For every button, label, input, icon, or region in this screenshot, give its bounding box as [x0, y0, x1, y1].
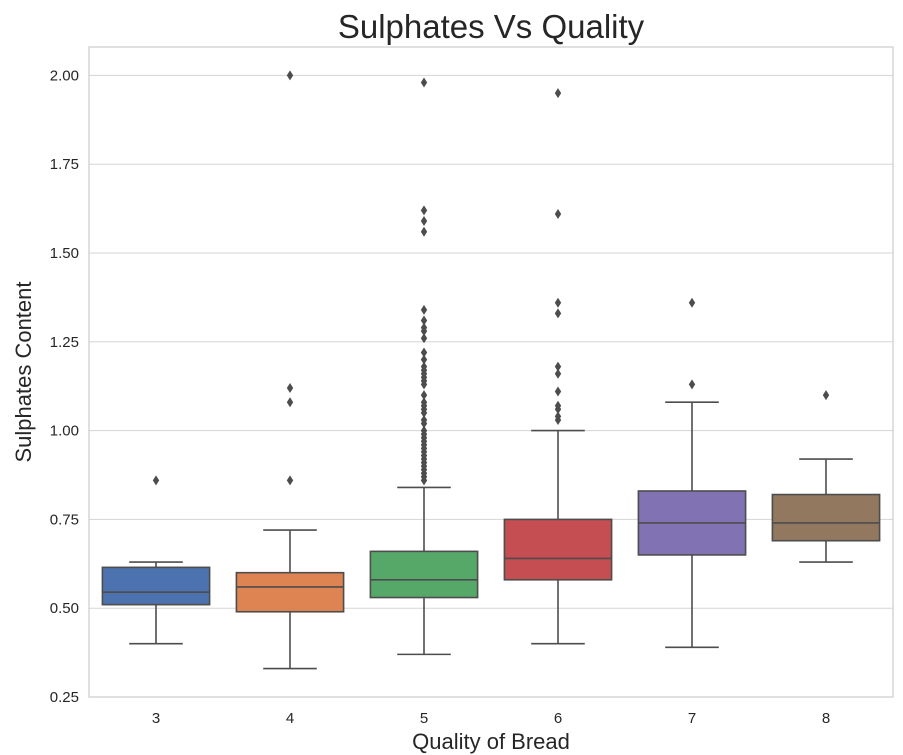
outlier-point [688, 297, 696, 308]
outlier-point [554, 368, 562, 379]
x-axis-label: Quality of Bread [412, 729, 570, 754]
outlier-point [420, 397, 428, 408]
outlier-point [420, 425, 428, 436]
y-tick-label: 0.25 [50, 689, 79, 706]
x-tick-label: 3 [152, 710, 160, 727]
y-tick-labels: 0.25 0.50 0.75 1.00 1.25 1.50 1.75 2.00 [50, 67, 79, 706]
x-tick-label: 8 [822, 710, 830, 727]
outlier-point [554, 361, 562, 372]
x-tick-label: 4 [286, 710, 294, 727]
y-tick-label: 1.00 [50, 423, 79, 440]
outlier-point [554, 386, 562, 397]
x-tick-label: 5 [420, 710, 428, 727]
x-tick-label: 6 [554, 710, 562, 727]
outlier-point [420, 226, 428, 237]
outliers-layer [152, 70, 830, 486]
outlier-point [688, 379, 696, 390]
y-tick-label: 2.00 [50, 67, 79, 84]
box-group-4 [235, 529, 345, 670]
iqr-box [369, 550, 479, 599]
y-tick-label: 0.75 [50, 511, 79, 528]
outlier-point [554, 88, 562, 99]
outlier-point [420, 77, 428, 88]
outlier-point [286, 382, 294, 393]
box-group-8 [771, 458, 881, 563]
outlier-point [420, 354, 428, 365]
outlier-point [152, 475, 160, 486]
outlier-point [420, 315, 428, 326]
outlier-point [286, 70, 294, 81]
outlier-point [286, 397, 294, 408]
y-tick-label: 1.75 [50, 156, 79, 173]
iqr-box [771, 493, 881, 542]
plot-frame [88, 46, 894, 698]
y-axis-label: Sulphates Content [11, 281, 36, 462]
outlier-point [420, 390, 428, 401]
box-group-6 [503, 429, 613, 645]
outlier-point [420, 304, 428, 315]
iqr-box [503, 518, 613, 581]
outlier-point [554, 208, 562, 219]
box-group-7 [637, 401, 747, 649]
outlier-point [420, 361, 428, 372]
outlier-point [420, 333, 428, 344]
iqr-box [101, 566, 211, 606]
outlier-point [554, 400, 562, 411]
y-tick-label: 1.50 [50, 245, 79, 262]
x-tick-labels: 3 4 5 6 7 8 [152, 710, 830, 727]
outlier-point [420, 322, 428, 333]
grid-lines [89, 74, 893, 698]
iqr-box [235, 571, 345, 613]
outlier-point [554, 297, 562, 308]
outlier-point [420, 414, 428, 425]
outlier-point [286, 475, 294, 486]
outlier-point [554, 308, 562, 319]
chart-title: Sulphates Vs Quality [338, 8, 645, 45]
box-group-3 [101, 561, 211, 645]
y-tick-label: 1.25 [50, 334, 79, 351]
boxes-layer [101, 401, 881, 670]
outlier-point [420, 347, 428, 358]
outlier-point [420, 216, 428, 227]
x-tick-label: 7 [688, 710, 696, 727]
y-tick-label: 0.50 [50, 600, 79, 617]
outlier-point [822, 390, 830, 401]
outlier-point [554, 411, 562, 422]
box-group-5 [369, 486, 479, 656]
outlier-point [420, 205, 428, 216]
